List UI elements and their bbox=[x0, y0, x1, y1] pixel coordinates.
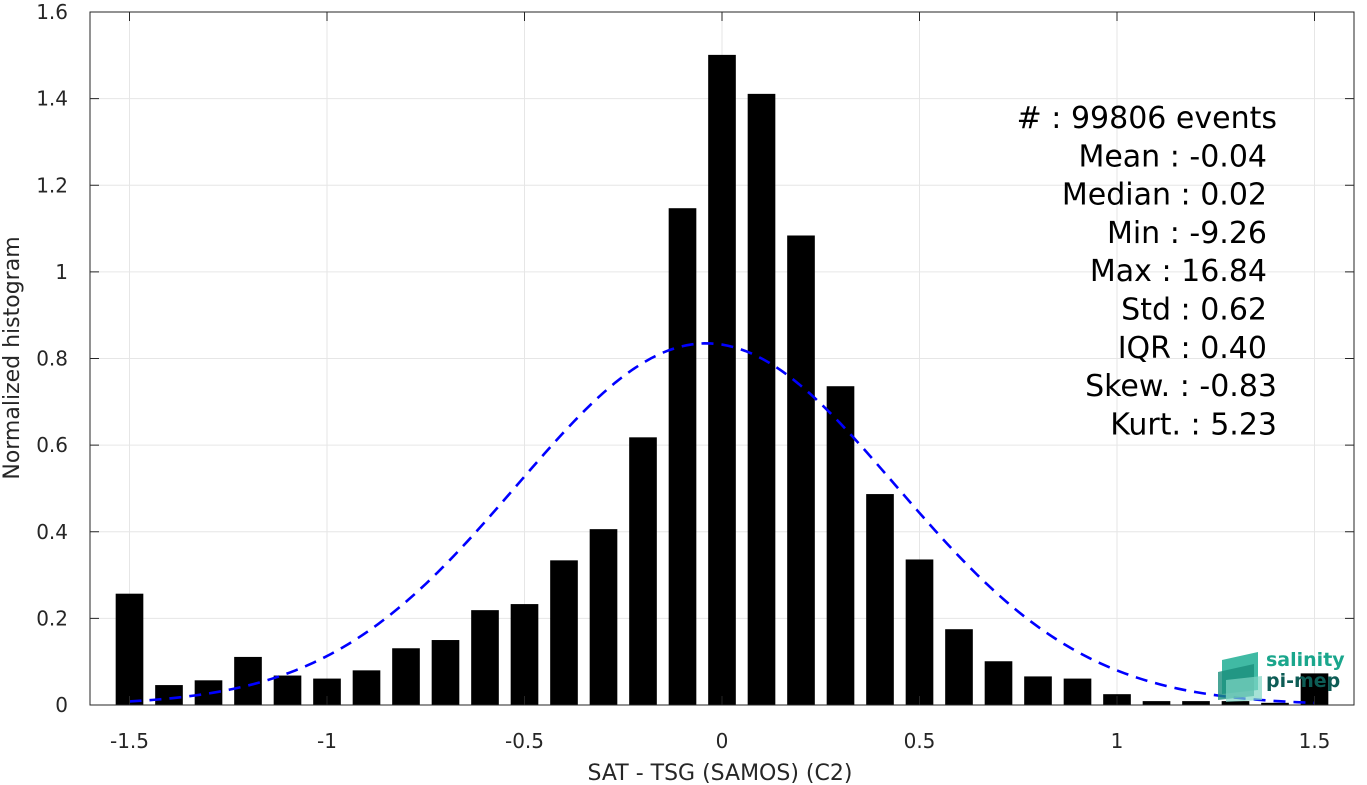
x-tick-labels: -1.5 -1 -0.5 0 0.5 1 1.5 bbox=[110, 729, 1330, 753]
histogram-bar bbox=[787, 235, 815, 705]
x-tick-label: 0 bbox=[716, 729, 729, 753]
stats-line: # : 99806 events bbox=[1017, 101, 1277, 136]
histogram-bar bbox=[1142, 701, 1171, 705]
histogram-bar bbox=[352, 670, 381, 705]
histogram-bar bbox=[945, 629, 973, 705]
histogram-bar bbox=[1221, 701, 1250, 705]
histogram-bar bbox=[234, 656, 262, 705]
histogram-bar bbox=[1261, 702, 1289, 705]
histogram-bar bbox=[629, 437, 657, 705]
y-tick-label: 0.8 bbox=[36, 347, 68, 371]
histogram-bar bbox=[471, 610, 499, 705]
histogram-bar bbox=[392, 648, 420, 705]
stats-line: Kurt. : 5.23 bbox=[1110, 407, 1277, 442]
y-tick-label: 1.6 bbox=[36, 0, 68, 24]
x-tick-label: 1 bbox=[1111, 729, 1124, 753]
histogram-bar bbox=[747, 93, 776, 706]
stats-line: Max : 16.84 bbox=[1090, 254, 1267, 289]
x-tick-label: 1.5 bbox=[1299, 729, 1331, 753]
histogram-bar bbox=[1182, 701, 1210, 705]
stats-line: Skew. : -0.83 bbox=[1085, 369, 1277, 404]
x-tick-label: -1.5 bbox=[110, 729, 149, 753]
y-tick-label: 0.2 bbox=[36, 606, 68, 630]
histogram-bar bbox=[589, 529, 618, 705]
histogram-bar bbox=[115, 593, 144, 705]
histogram-bar bbox=[668, 208, 697, 705]
histogram-bar bbox=[1024, 676, 1052, 705]
histogram-bar bbox=[708, 54, 736, 705]
stats-line: Median : 0.02 bbox=[1062, 178, 1267, 213]
y-tick-label: 0.6 bbox=[36, 433, 68, 457]
logo-line2: pi-mep bbox=[1266, 670, 1340, 692]
histogram-bar bbox=[866, 494, 894, 705]
stats-line: Min : -9.26 bbox=[1107, 216, 1267, 251]
y-tick-label: 1.2 bbox=[36, 173, 68, 197]
logo-mark-icon bbox=[1218, 652, 1262, 702]
logo-line1: salinity bbox=[1266, 649, 1345, 671]
y-tick-label: 0.4 bbox=[36, 520, 68, 544]
y-tick-labels: 0 0.2 0.4 0.6 0.8 1 1.2 1.4 1.6 bbox=[36, 0, 68, 717]
histogram-bar bbox=[431, 640, 460, 705]
histogram-bar bbox=[1063, 678, 1092, 705]
x-tick-label: 0.5 bbox=[904, 729, 936, 753]
stats-line: Std : 0.62 bbox=[1121, 293, 1267, 328]
histogram-bar bbox=[984, 661, 1013, 705]
y-tick-label: 1 bbox=[55, 260, 68, 284]
x-tick-label: -0.5 bbox=[505, 729, 544, 753]
stats-line: IQR : 0.40 bbox=[1118, 331, 1267, 366]
histogram-bar bbox=[905, 559, 934, 705]
x-axis-label: SAT - TSG (SAMOS) (C2) bbox=[588, 761, 853, 785]
ticks bbox=[90, 11, 1354, 706]
histogram-bar bbox=[510, 604, 539, 705]
histogram-bar bbox=[273, 675, 302, 705]
histogram-bar bbox=[826, 386, 855, 705]
stats-line: Mean : -0.04 bbox=[1078, 139, 1267, 174]
y-tick-label: 0 bbox=[55, 693, 68, 717]
bars bbox=[115, 54, 1329, 706]
y-tick-label: 1.4 bbox=[36, 87, 68, 111]
salinity-pi-mep-logo: salinity pi-mep bbox=[1218, 649, 1345, 702]
histogram-bar bbox=[155, 685, 183, 705]
y-axis-label: Normalized histogram bbox=[0, 236, 25, 479]
x-tick-label: -1 bbox=[317, 729, 337, 753]
gaussian-fit-curve bbox=[129, 342, 1315, 705]
histogram-bar bbox=[550, 560, 578, 705]
